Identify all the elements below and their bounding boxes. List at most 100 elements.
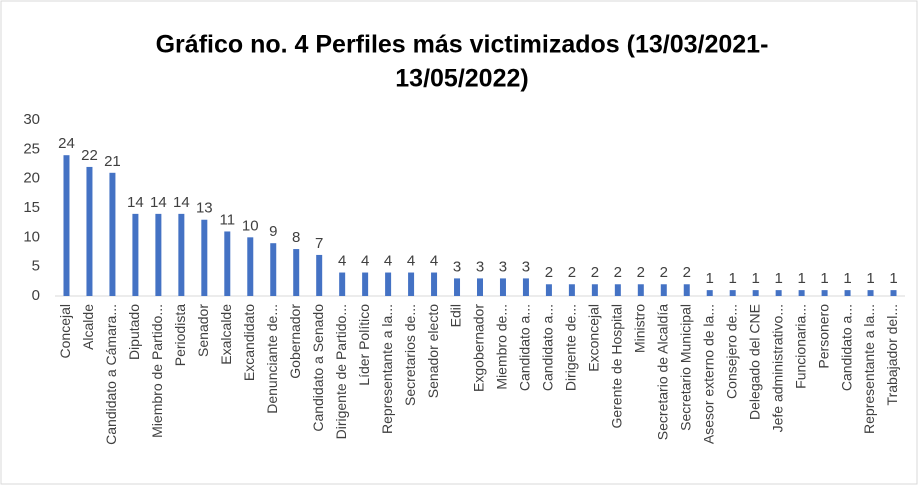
bar xyxy=(224,231,231,296)
chart-title: 13/05/2022) xyxy=(395,65,528,93)
data-label: 1 xyxy=(843,270,851,287)
x-tick-label: Candidato a... xyxy=(540,304,556,391)
x-tick-label: Funcionaria... xyxy=(792,304,808,389)
data-label: 22 xyxy=(81,147,98,164)
x-tick-label: Miembro de Partido... xyxy=(149,304,165,438)
data-label: 2 xyxy=(637,264,645,281)
bar xyxy=(109,172,116,296)
data-label: 24 xyxy=(58,135,75,152)
bar xyxy=(362,272,369,296)
x-tick-label: Secretario Municipal xyxy=(677,304,693,431)
data-label: 7 xyxy=(315,235,323,252)
data-label: 2 xyxy=(683,264,691,281)
bar xyxy=(867,290,874,296)
data-label: 13 xyxy=(196,200,213,217)
data-label: 1 xyxy=(820,270,828,287)
x-tick-label: Trabajador del... xyxy=(884,304,900,405)
x-tick-label: Jefe administrativo... xyxy=(769,304,785,432)
x-tick-label: Exconcejal xyxy=(586,304,602,372)
data-label: 1 xyxy=(752,270,760,287)
data-label: 8 xyxy=(292,229,300,246)
x-tick-label: Personero xyxy=(815,304,831,369)
x-tick-label: Exgobernador xyxy=(471,304,487,392)
data-label: 11 xyxy=(220,211,236,228)
data-label: 3 xyxy=(499,258,507,275)
x-tick-label: Gobernador xyxy=(287,304,303,379)
y-tick-label: 5 xyxy=(32,258,40,275)
bar xyxy=(660,284,667,296)
x-tick-label: Candidato a... xyxy=(838,304,854,391)
data-label: 14 xyxy=(127,194,144,211)
data-label: 4 xyxy=(407,253,415,270)
bar xyxy=(683,284,690,296)
data-label: 14 xyxy=(150,194,167,211)
bar xyxy=(821,290,828,296)
y-tick-label: 30 xyxy=(23,111,40,128)
bar xyxy=(408,272,415,296)
bar xyxy=(477,278,483,296)
data-label: 21 xyxy=(104,153,121,170)
x-tick-label: Edil xyxy=(448,304,464,327)
data-label: 3 xyxy=(453,258,461,275)
x-tick-label: Consejero de... xyxy=(723,304,739,399)
x-tick-label: Asesor externo de la... xyxy=(700,304,716,444)
x-tick-label: Denunciante de... xyxy=(264,304,280,414)
x-tick-label: Gerente de Hospital xyxy=(609,304,625,429)
x-tick-label: Candidato a... xyxy=(517,304,533,391)
y-tick-label: 0 xyxy=(32,287,40,304)
bar xyxy=(775,290,782,296)
data-label: 2 xyxy=(591,264,599,281)
bar xyxy=(637,284,644,296)
x-tick-label: Excandidato xyxy=(241,304,257,381)
x-tick-label: Periodista xyxy=(172,304,188,366)
x-tick-label: Dirigente de Partido... xyxy=(333,304,349,439)
bar xyxy=(522,278,529,296)
bar xyxy=(499,278,506,296)
bar xyxy=(568,284,575,296)
bar xyxy=(86,166,93,296)
x-tick-label: Candidato a Cámara... xyxy=(103,304,119,445)
bar xyxy=(591,284,598,296)
x-tick-label: Representante a la... xyxy=(379,304,395,434)
y-tick-label: 15 xyxy=(23,199,40,216)
data-label: 1 xyxy=(774,270,782,287)
bar xyxy=(729,290,736,296)
bar xyxy=(890,290,897,296)
x-tick-label: Miembro de... xyxy=(494,304,510,390)
data-label: 4 xyxy=(361,253,369,270)
bar xyxy=(431,272,438,296)
bar xyxy=(293,249,300,296)
x-tick-label: Concejal xyxy=(57,304,73,358)
data-label: 2 xyxy=(545,264,553,281)
bar xyxy=(132,213,139,296)
data-label: 1 xyxy=(706,270,714,287)
data-label: 9 xyxy=(269,223,277,240)
bar xyxy=(614,284,621,296)
data-label: 2 xyxy=(614,264,622,281)
bar xyxy=(247,237,254,296)
x-tick-label: Delegado del CNE xyxy=(746,304,762,420)
x-tick-label: Secretario de Alcaldía xyxy=(654,304,670,440)
bar xyxy=(316,254,323,296)
bar xyxy=(63,155,70,296)
data-label: 4 xyxy=(430,253,438,270)
data-label: 3 xyxy=(476,258,484,275)
data-label: 14 xyxy=(173,194,190,211)
bar xyxy=(752,290,759,296)
bar xyxy=(155,213,162,296)
data-label: 4 xyxy=(338,253,346,270)
bar xyxy=(798,290,805,296)
x-tick-label: Dirigente de... xyxy=(563,304,579,391)
data-label: 2 xyxy=(568,264,576,281)
data-label: 2 xyxy=(660,264,668,281)
x-tick-label: Representante a la... xyxy=(861,304,877,434)
y-tick-label: 20 xyxy=(23,170,40,187)
bar xyxy=(454,278,461,296)
data-label: 10 xyxy=(242,217,259,234)
y-tick-label: 10 xyxy=(23,228,40,245)
x-tick-label: Ministro xyxy=(632,304,648,353)
bar xyxy=(201,219,208,296)
data-label: 3 xyxy=(522,258,530,275)
